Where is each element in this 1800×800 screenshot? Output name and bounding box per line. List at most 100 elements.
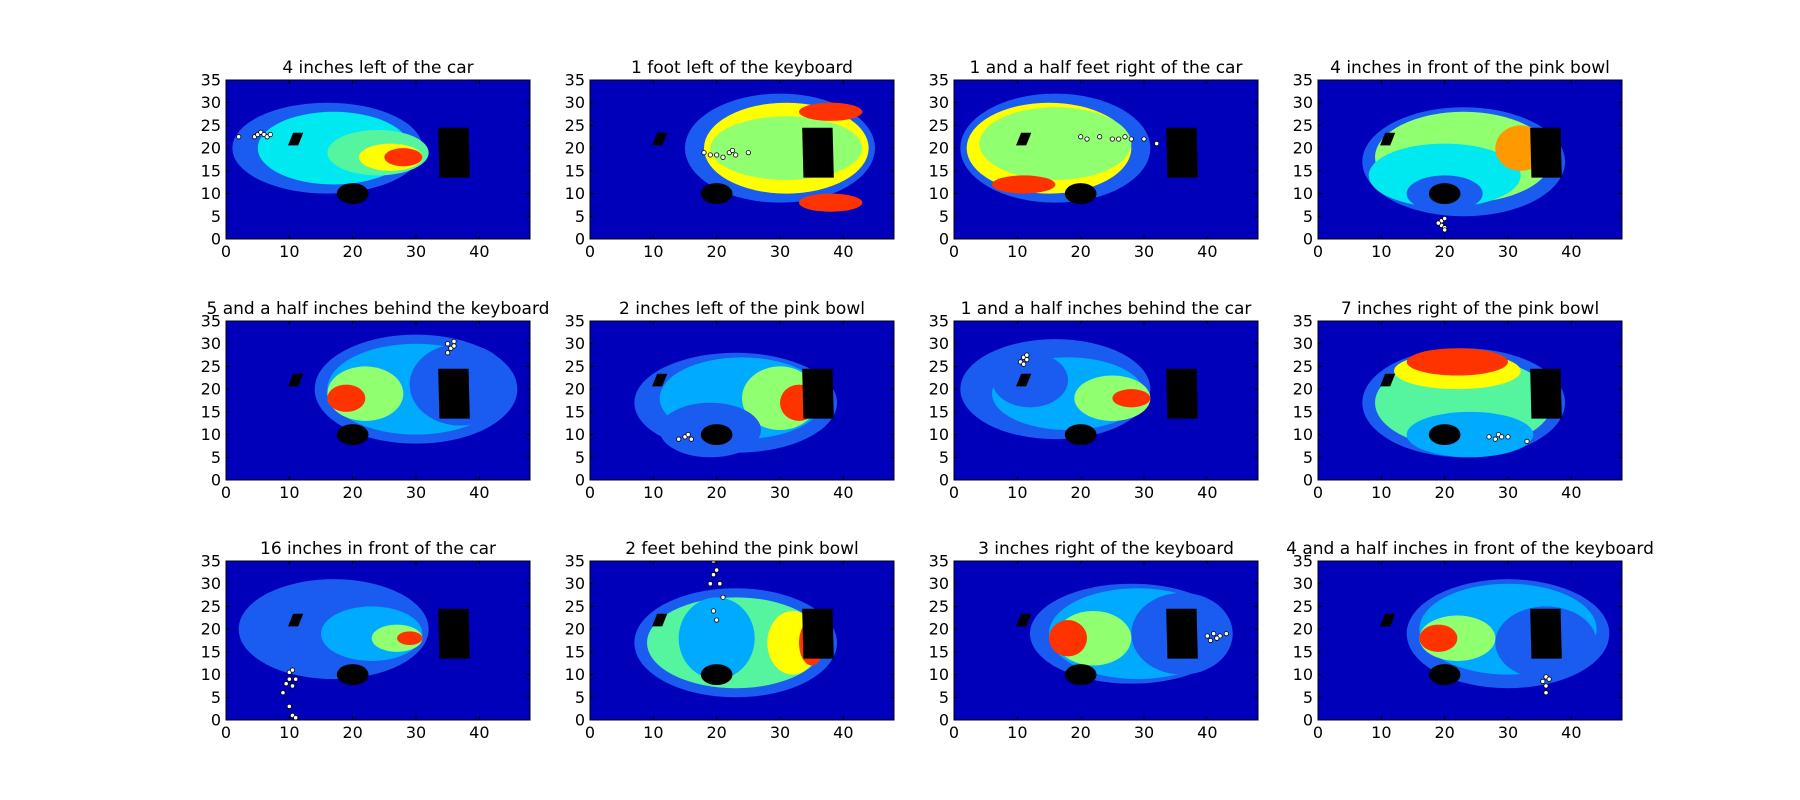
y-tick-label: 35 xyxy=(565,312,585,331)
heat-level-region xyxy=(1406,348,1509,376)
keyboard-object xyxy=(1166,368,1198,419)
y-tick-label: 10 xyxy=(201,665,221,684)
sample-point xyxy=(1499,434,1505,440)
y-tick-label: 5 xyxy=(1303,448,1313,467)
x-tick-label: 20 xyxy=(706,723,726,742)
keyboard-object xyxy=(438,127,470,178)
x-tick-label: 40 xyxy=(1197,483,1217,502)
y-tick-label: 35 xyxy=(565,71,585,90)
x-tick-label: 30 xyxy=(1498,483,1518,502)
y-tick-label: 25 xyxy=(1293,357,1313,376)
y-tick-label: 20 xyxy=(929,620,949,639)
y-tick-label: 10 xyxy=(929,665,949,684)
subplot-title: 4 inches in front of the pink bowl xyxy=(1330,58,1610,78)
y-tick-label: 30 xyxy=(929,334,949,353)
y-tick-label: 0 xyxy=(575,471,585,490)
sample-point xyxy=(1097,134,1103,140)
y-tick-label: 15 xyxy=(565,402,585,421)
y-tick-label: 15 xyxy=(565,161,585,180)
x-tick-label: 40 xyxy=(1561,483,1581,502)
y-tick-label: 25 xyxy=(1293,116,1313,135)
probability-field xyxy=(1362,107,1565,233)
car-object xyxy=(652,373,668,387)
bowl-object xyxy=(1064,664,1097,686)
sample-point xyxy=(676,436,682,442)
x-tick-label: 10 xyxy=(279,723,299,742)
probability-field xyxy=(634,352,838,458)
probability-field xyxy=(960,93,1198,205)
y-tick-label: 20 xyxy=(201,139,221,158)
sample-point xyxy=(1109,136,1115,142)
sample-point xyxy=(710,572,717,578)
x-tick-label: 40 xyxy=(1197,723,1217,742)
y-tick-label: 30 xyxy=(1293,334,1313,353)
y-tick-label: 0 xyxy=(939,230,949,249)
y-tick-label: 15 xyxy=(929,642,949,661)
car-object xyxy=(1380,613,1396,627)
sample-point xyxy=(1492,436,1498,442)
x-tick-label: 0 xyxy=(585,723,595,742)
y-tick-label: 30 xyxy=(201,574,221,593)
x-tick-label: 40 xyxy=(1561,242,1581,261)
y-tick-label: 0 xyxy=(575,230,585,249)
y-tick-label: 20 xyxy=(929,139,949,158)
sample-point xyxy=(286,676,292,682)
y-tick-label: 20 xyxy=(565,380,585,399)
subplot-title: 1 foot left of the keyboard xyxy=(631,58,853,78)
x-tick-label: 10 xyxy=(1007,483,1027,502)
subplot-title: 3 inches right of the keyboard xyxy=(978,539,1234,559)
sample-point xyxy=(445,350,451,356)
x-tick-label: 30 xyxy=(1134,483,1154,502)
bowl-object xyxy=(336,183,369,205)
sample-point xyxy=(267,131,273,138)
sample-point xyxy=(733,152,739,158)
keyboard-object xyxy=(1530,368,1562,419)
subplot-7: 1 and a half inches behind the car 0 10 20 3… xyxy=(929,299,1259,502)
subplot-title: 7 inches right of the pink bowl xyxy=(1341,299,1599,319)
y-tick-label: 35 xyxy=(565,552,585,571)
y-tick-label: 5 xyxy=(575,448,585,467)
bowl-object xyxy=(700,424,733,446)
y-tick-label: 10 xyxy=(1293,425,1313,444)
y-tick-label: 25 xyxy=(201,357,221,376)
sample-point xyxy=(714,567,720,573)
x-tick-label: 0 xyxy=(1313,723,1323,742)
x-tick-label: 30 xyxy=(1498,242,1518,261)
y-tick-label: 25 xyxy=(565,597,585,616)
axes-frame xyxy=(589,320,895,481)
axes-frame xyxy=(225,320,531,481)
y-tick-label: 25 xyxy=(929,357,949,376)
y-tick-label: 20 xyxy=(1293,380,1313,399)
x-tick-label: 10 xyxy=(643,723,663,742)
car-object xyxy=(288,373,304,387)
y-tick-label: 10 xyxy=(565,425,585,444)
x-tick-label: 30 xyxy=(406,242,426,261)
y-tick-label: 0 xyxy=(211,230,221,249)
x-tick-label: 0 xyxy=(585,242,595,261)
subplot-12: 4 and a half inches in front of the keyb… xyxy=(1286,539,1654,742)
x-tick-label: 40 xyxy=(469,483,489,502)
sample-point xyxy=(280,690,286,696)
sample-point xyxy=(1021,361,1027,367)
axes-frame xyxy=(225,79,531,240)
y-tick-label: 35 xyxy=(929,71,949,90)
heat-level-region xyxy=(979,107,1132,180)
y-tick-label: 25 xyxy=(565,357,585,376)
probability-field xyxy=(634,561,838,698)
subplot-title: 4 and a half inches in front of the keyb… xyxy=(1286,539,1654,559)
probability-field xyxy=(652,93,875,212)
axes-frame xyxy=(1317,79,1623,240)
x-tick-label: 20 xyxy=(1434,242,1454,261)
x-tick-label: 30 xyxy=(1498,723,1518,742)
heat-level-region xyxy=(992,175,1056,194)
sample-point xyxy=(236,134,242,140)
keyboard-object xyxy=(802,127,834,178)
bowl-object xyxy=(1428,664,1461,686)
y-tick-label: 35 xyxy=(929,552,949,571)
car-object xyxy=(1016,132,1032,146)
x-tick-label: 10 xyxy=(1007,242,1027,261)
y-tick-label: 10 xyxy=(929,425,949,444)
